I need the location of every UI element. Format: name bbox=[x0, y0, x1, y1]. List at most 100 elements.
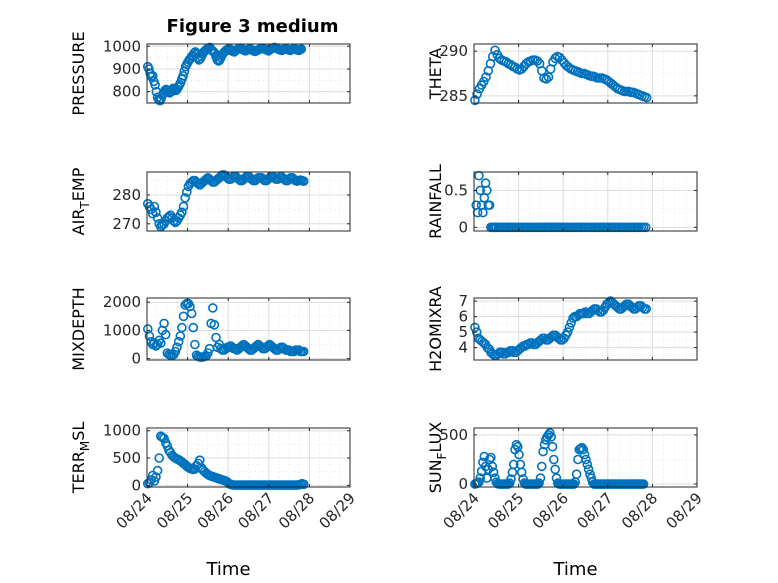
data-point bbox=[177, 322, 187, 333]
data-point bbox=[147, 71, 158, 81]
y-axis-label: RAINFALL bbox=[426, 164, 445, 239]
data-point bbox=[541, 74, 552, 84]
axes-box bbox=[146, 427, 351, 488]
axes-mixdepth: 0 1000 2000 MIXDEPTH bbox=[69, 287, 351, 371]
y-tick-label: 0 bbox=[131, 350, 141, 368]
data-point bbox=[208, 47, 219, 57]
data-point bbox=[578, 444, 589, 455]
data-point bbox=[152, 465, 163, 476]
data-point bbox=[564, 322, 575, 333]
data-point bbox=[169, 216, 179, 226]
data-point bbox=[546, 432, 557, 442]
y-tick-label: 900 bbox=[112, 60, 141, 78]
data-point bbox=[547, 441, 558, 452]
data-point bbox=[298, 176, 309, 186]
y-axis-label: MIXDEPTH bbox=[69, 287, 88, 370]
chart-title: Figure 3 medium bbox=[167, 16, 339, 37]
data-point bbox=[511, 439, 522, 450]
y-tick-label: 4 bbox=[458, 339, 468, 357]
data-point bbox=[188, 322, 199, 333]
y-tick-label: 5 bbox=[458, 323, 468, 341]
data-point bbox=[156, 338, 166, 348]
data-point bbox=[488, 467, 499, 478]
data-point bbox=[209, 319, 220, 330]
axes-box bbox=[146, 43, 351, 104]
data-point bbox=[159, 318, 169, 329]
data-point bbox=[224, 342, 234, 353]
data-point bbox=[562, 327, 573, 337]
y-tick-label: 800 bbox=[112, 83, 141, 101]
x-axis-label: Time bbox=[205, 559, 250, 580]
y-tick-label: 0 bbox=[131, 476, 141, 494]
y-axis-label: H2OMIXRA bbox=[426, 286, 445, 372]
data-point bbox=[569, 479, 579, 489]
data-point bbox=[532, 56, 543, 66]
axes-box bbox=[146, 297, 351, 361]
y-axis-label: PRESSURE bbox=[69, 31, 88, 115]
data-point bbox=[150, 80, 160, 90]
data-point bbox=[298, 479, 309, 490]
y-tick-label: 270 bbox=[112, 215, 141, 233]
data-point bbox=[582, 459, 593, 470]
y-axis-label: SUNFLUX bbox=[426, 422, 449, 494]
data-point bbox=[160, 329, 171, 340]
y-tick-label: 7 bbox=[458, 292, 468, 310]
y-tick-label: 2000 bbox=[103, 293, 141, 311]
axes-air-temp: 270 280 AIRTEMP bbox=[69, 167, 351, 235]
data-point bbox=[487, 461, 498, 472]
y-axis-label: THETA bbox=[426, 48, 445, 100]
data-point bbox=[487, 51, 498, 62]
data-point bbox=[514, 449, 524, 460]
data-point bbox=[177, 207, 187, 218]
data-point bbox=[159, 433, 169, 444]
plot-area bbox=[474, 172, 697, 231]
y-axis-label: TERRMSL bbox=[69, 422, 92, 495]
y-tick-label: 1000 bbox=[103, 321, 141, 339]
data-point bbox=[296, 44, 307, 54]
data-point bbox=[144, 331, 155, 341]
x-axis-label: Time bbox=[552, 559, 597, 580]
data-point bbox=[508, 459, 519, 470]
y-tick-label: 1000 bbox=[103, 422, 141, 440]
data-point bbox=[298, 346, 309, 357]
data-point bbox=[474, 477, 484, 487]
data-point bbox=[532, 479, 543, 489]
data-point bbox=[172, 342, 182, 353]
data-point bbox=[173, 336, 184, 347]
data-point bbox=[186, 308, 197, 319]
data-point bbox=[583, 464, 594, 475]
y-tick-label: 0.5 bbox=[444, 181, 468, 199]
y-axis-label: AIRTEMP bbox=[69, 167, 92, 235]
data-point bbox=[486, 452, 496, 463]
y-tick-label: 6 bbox=[458, 308, 468, 326]
data-point bbox=[641, 92, 652, 103]
data-point bbox=[574, 444, 585, 455]
axes-box bbox=[473, 427, 698, 488]
data-point bbox=[550, 464, 561, 475]
data-point bbox=[208, 303, 218, 313]
data-point bbox=[190, 339, 200, 350]
data-point bbox=[471, 327, 482, 337]
data-point bbox=[543, 430, 554, 440]
data-point bbox=[506, 474, 516, 484]
series-markers bbox=[143, 170, 309, 232]
axes-box bbox=[473, 297, 698, 361]
data-point bbox=[470, 322, 480, 333]
axes-box bbox=[473, 171, 698, 232]
data-point bbox=[478, 207, 488, 218]
y-tick-label: 285 bbox=[439, 87, 468, 105]
axes-box bbox=[473, 43, 698, 104]
data-point bbox=[149, 201, 160, 212]
plot-area bbox=[474, 428, 697, 487]
data-point bbox=[581, 454, 591, 465]
y-tick-label: 0 bbox=[458, 475, 468, 493]
data-point bbox=[579, 449, 590, 460]
y-tick-label: 1000 bbox=[103, 37, 141, 55]
data-point bbox=[178, 311, 189, 322]
data-point bbox=[641, 304, 652, 314]
axes-pressure: 800 900 1000 PRESSURE Figure 3 medium bbox=[69, 16, 351, 116]
data-point bbox=[151, 207, 161, 218]
